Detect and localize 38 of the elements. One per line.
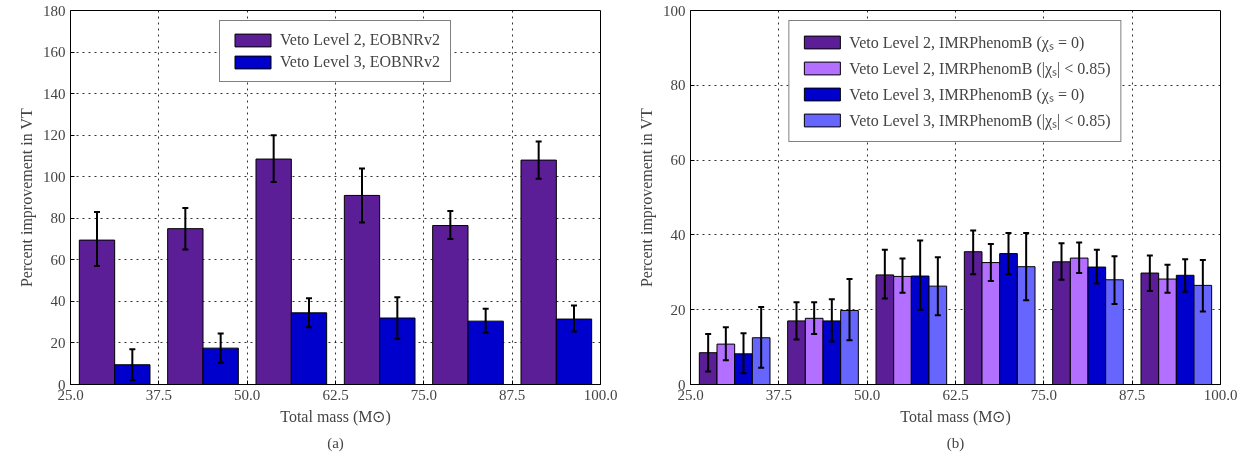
y-tick-label: 120: [43, 127, 66, 144]
y-tick-label: 40: [670, 226, 686, 243]
y-axis-title: Percent improvement in VT: [18, 108, 36, 288]
legend-label: Veto Level 3, EOBNRv2: [280, 53, 440, 71]
y-tick-label: 40: [50, 293, 66, 310]
y-tick-label: 140: [43, 85, 66, 102]
legend-label: Veto Level 2, IMRPhenomB (|χₛ| < 0.85): [849, 59, 1111, 79]
y-tick-label: 180: [43, 2, 66, 19]
x-tick-label: 75.0: [410, 386, 437, 403]
y-tick-label: 80: [50, 210, 66, 227]
legend-label: Veto Level 3, IMRPhenomB (|χₛ| < 0.85): [849, 111, 1111, 131]
y-tick-label: 80: [670, 77, 686, 94]
x-axis-title: Total mass (M⊙): [900, 407, 1011, 426]
legend-label: Veto Level 2, EOBNRv2: [280, 31, 440, 49]
x-tick-label: 100.0: [583, 386, 618, 403]
x-axis-title: Total mass (M⊙): [280, 407, 391, 426]
text: (b): [946, 434, 965, 452]
y-tick-label: 100: [43, 168, 66, 185]
legend-label: Veto Level 3, IMRPhenomB (χₛ = 0): [849, 85, 1085, 105]
x-tick-label: 87.5: [499, 386, 526, 403]
y-tick-label: 160: [43, 44, 66, 61]
x-tick-label: 87.5: [1119, 386, 1146, 403]
legend-label: Veto Level 2, IMRPhenomB (χₛ = 0): [849, 33, 1085, 53]
x-tick-label: 62.5: [942, 386, 969, 403]
x-tick-label: 75.0: [1030, 386, 1057, 403]
y-tick-label: 60: [50, 251, 66, 268]
y-tick-label: 60: [670, 152, 686, 169]
x-tick-label: 50.0: [854, 386, 881, 403]
y-tick-label: 100: [663, 2, 686, 19]
x-tick-label: 50.0: [234, 386, 261, 403]
x-tick-label: 62.5: [322, 386, 349, 403]
y-tick-label: 20: [50, 334, 66, 351]
y-axis-title: Percent improvement in VT: [638, 108, 656, 288]
y-tick-label: 20: [670, 301, 686, 318]
x-tick-label: 37.5: [145, 386, 172, 403]
x-tick-label: 100.0: [1203, 386, 1238, 403]
text: (a): [327, 434, 344, 452]
x-tick-label: 37.5: [765, 386, 792, 403]
